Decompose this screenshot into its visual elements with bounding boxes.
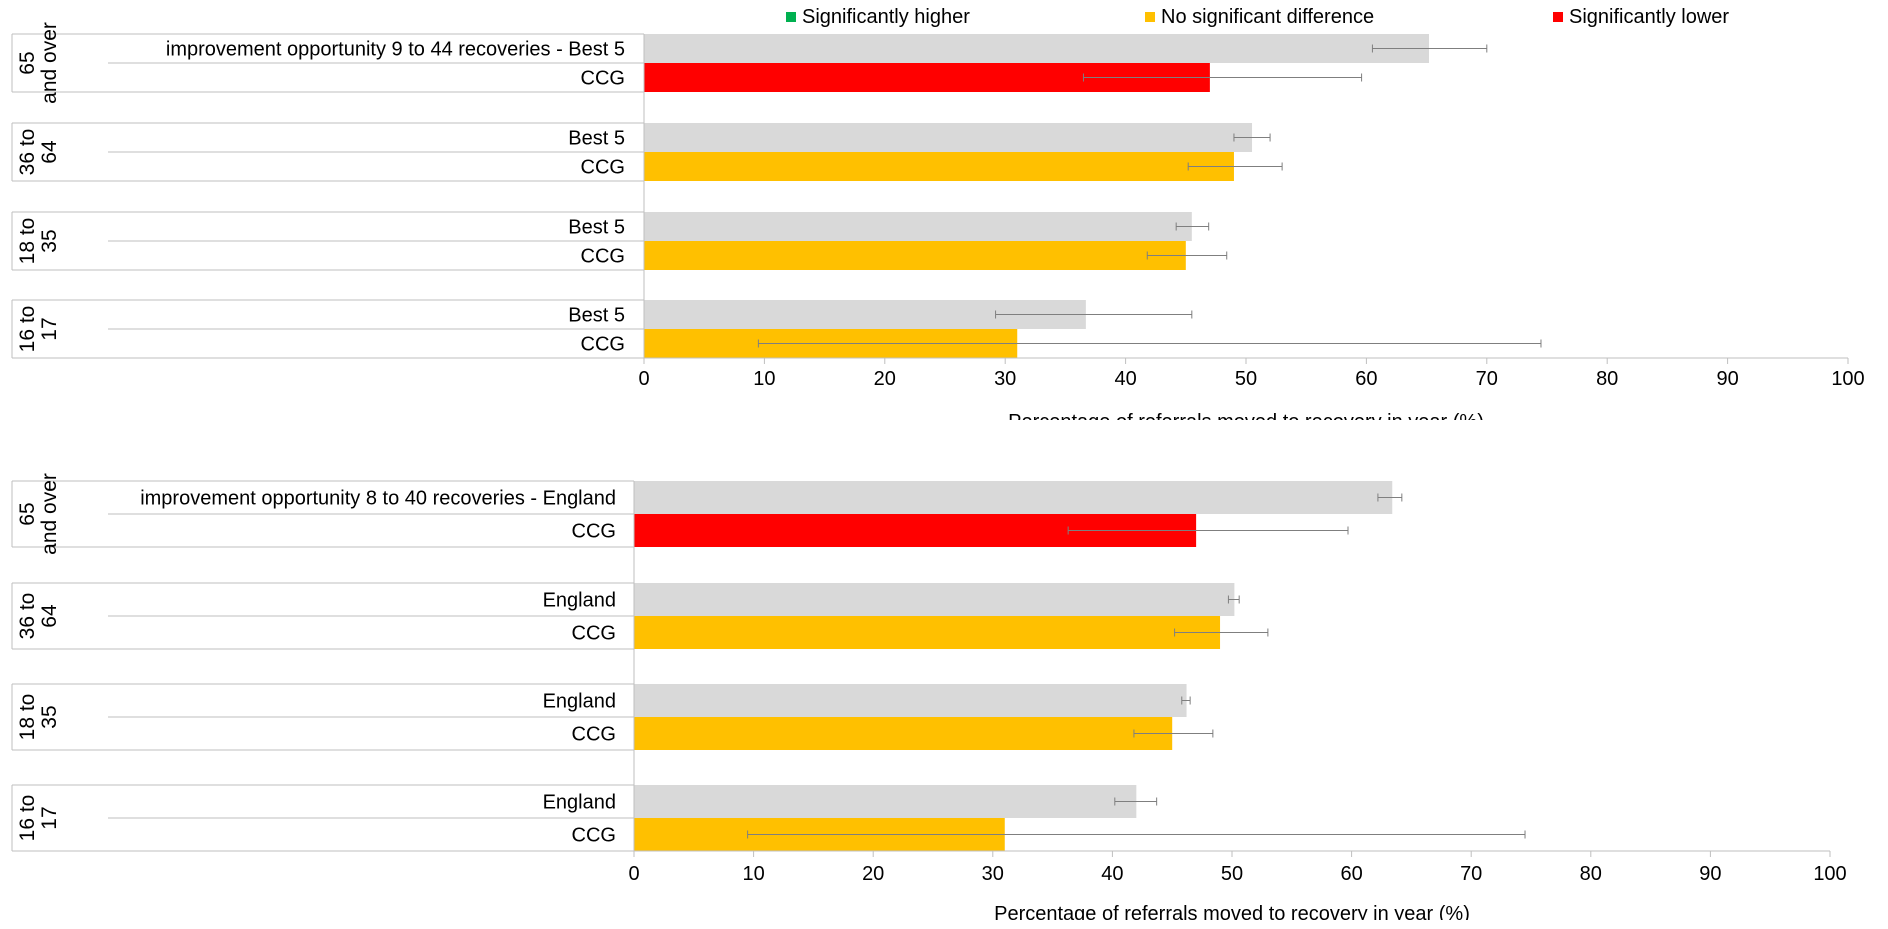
group-label-line: 64 [38,604,61,628]
group-label-line: 36 to [16,129,39,176]
group-label: 18 to35 [16,218,61,265]
bar-label: Best 5 [568,128,625,150]
bar-ccg [644,241,1186,270]
x-tick-label: 60 [1355,368,1377,390]
x-axis-title: Percentage of referrals moved to recover… [994,903,1470,920]
group-label: 36 to64 [16,593,61,640]
bar-england [634,785,1137,818]
legend-swatch-red [1553,12,1563,22]
x-tick-label: 0 [628,863,639,885]
legend-swatch-green [786,12,796,22]
group-label-line: 65 [16,502,39,525]
group-label-line: 36 to [16,593,39,640]
group-label-line: 65 [16,51,39,74]
group-label: 65and over [16,22,61,104]
x-tick-label: 70 [1476,368,1498,390]
bar-england [634,684,1187,717]
x-axis-title: Percentage of referrals moved to recover… [1008,411,1484,420]
bar-best-5 [644,123,1253,152]
bar-best-5 [644,212,1192,241]
group-label: 16 to17 [16,795,61,842]
chart-legend: Significantly higher No significant diff… [0,0,1888,34]
x-tick-label: 70 [1460,863,1482,885]
group-label-line: 17 [38,806,61,829]
improvement-annotation: improvement opportunity 9 to 44 recoveri… [166,39,625,61]
bar-ccg [644,152,1234,181]
bar-ccg [634,717,1173,750]
group-label: 65and over [16,473,61,555]
x-tick-label: 90 [1699,863,1721,885]
group-label: 18 to35 [16,694,61,741]
bar-label: England [543,590,616,612]
x-tick-label: 90 [1716,368,1738,390]
bar-label: England [543,792,616,814]
bar-label: CCG [581,68,625,90]
x-tick-label: 20 [874,368,896,390]
legend-label: Significantly higher [802,6,970,28]
bar-label: CCG [572,724,616,746]
bar-label: CCG [581,157,625,179]
chart-best5-comparison: 65and over improvement opportunity 9 to 4… [11,22,1865,420]
x-tick-label: 30 [982,863,1004,885]
group-label-line: and over [38,473,61,555]
x-tick-label: 10 [753,368,775,390]
group-label: 16 to17 [16,306,61,353]
group-label-line: and over [38,22,61,104]
legend-item-no-significant-difference: No significant difference [1145,6,1374,28]
bar-ccg [634,616,1221,649]
bar-label: CCG [572,825,616,847]
group-label-line: 17 [38,317,61,340]
group-label-line: 16 to [16,795,39,842]
legend-item-significantly-lower: Significantly lower [1553,6,1729,28]
bar-best-5 [644,34,1430,63]
x-tick-label: 20 [862,863,884,885]
bar-label: CCG [572,623,616,645]
legend-label: No significant difference [1161,6,1375,28]
group-label-line: 35 [38,229,61,252]
bar-label: CCG [572,521,616,543]
bar-label: CCG [581,246,625,268]
bar-label: CCG [581,334,625,356]
x-tick-label: 80 [1580,863,1602,885]
legend-label: Significantly lower [1569,6,1730,28]
group-label-line: 16 to [16,306,39,353]
x-tick-label: 100 [1831,368,1864,390]
x-tick-label: 100 [1813,863,1846,885]
group-label-line: 64 [38,140,61,164]
group-label: 36 to64 [16,129,61,176]
bar-england [634,481,1393,514]
bar-label: England [543,691,616,713]
x-tick-label: 0 [638,368,649,390]
x-tick-label: 50 [1221,863,1243,885]
x-tick-label: 10 [742,863,764,885]
bar-england [634,583,1235,616]
legend-swatch-amber [1145,12,1155,22]
x-tick-label: 60 [1340,863,1362,885]
x-tick-label: 80 [1596,368,1618,390]
group-label-line: 35 [38,705,61,728]
bar-label: Best 5 [568,305,625,327]
chart-england-comparison: 65and over improvement opportunity 8 to 4… [11,473,1847,920]
group-label-line: 18 to [16,694,39,741]
legend-item-significantly-higher: Significantly higher [786,6,970,28]
improvement-annotation: improvement opportunity 8 to 40 recoveri… [140,488,616,510]
x-tick-label: 50 [1235,368,1257,390]
x-tick-label: 30 [994,368,1016,390]
bar-label: Best 5 [568,217,625,239]
x-tick-label: 40 [1114,368,1136,390]
x-tick-label: 40 [1101,863,1123,885]
group-label-line: 18 to [16,218,39,265]
